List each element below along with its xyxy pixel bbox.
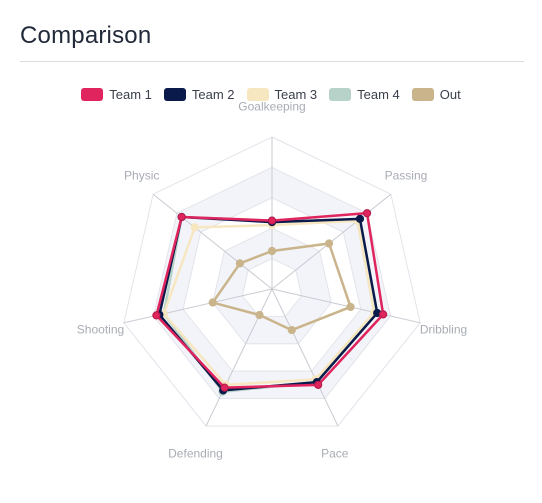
axis-label-goalkeeping: Goalkeeping xyxy=(238,100,305,114)
legend-swatch xyxy=(246,88,269,101)
series-line-out xyxy=(211,242,352,332)
data-point-team-2-passing xyxy=(355,214,365,223)
axis-label-dribbling: Dribbling xyxy=(420,323,467,337)
legend-item-team-2[interactable]: Team 2 xyxy=(163,87,235,102)
grid-spoke xyxy=(271,288,339,427)
legend-item-out[interactable]: Out xyxy=(411,87,461,102)
legend-swatch xyxy=(411,88,434,101)
data-point-team-1-shooting xyxy=(152,311,161,320)
axis-label-physic: Physic xyxy=(124,168,159,182)
data-point-team-1-dribbling xyxy=(379,310,388,319)
data-point-team-3-physic xyxy=(190,223,199,232)
chart-legend: Team 1 Team 2 Team 3 Team 4 Out xyxy=(0,87,542,102)
data-point-out-physic xyxy=(235,259,245,268)
legend-swatch xyxy=(163,88,186,101)
grid-spoke xyxy=(271,288,421,324)
data-point-team-1-pace xyxy=(314,380,323,389)
legend-item-team-3[interactable]: Team 3 xyxy=(246,87,318,102)
legend-label: Team 1 xyxy=(109,87,152,102)
grid-spoke xyxy=(152,193,273,290)
legend-item-team-4[interactable]: Team 4 xyxy=(329,87,400,102)
data-point-team-1-physic xyxy=(177,212,186,222)
data-point-out-passing xyxy=(324,239,334,248)
data-point-out-goalkeeping xyxy=(267,246,277,256)
legend-swatch xyxy=(329,88,352,101)
data-point-out-pace xyxy=(287,325,296,335)
grid-spoke xyxy=(123,288,273,324)
data-point-out-dribbling xyxy=(346,302,355,312)
title-divider xyxy=(20,61,524,62)
series-line-team-3 xyxy=(162,219,376,387)
legend-label: Out xyxy=(439,87,461,102)
data-point-team-1-passing xyxy=(362,209,372,218)
axis-label-defending: Defending xyxy=(168,446,223,460)
axis-label-shooting: Shooting xyxy=(77,323,124,337)
legend-swatch xyxy=(81,88,104,101)
page-title: Comparison xyxy=(20,22,152,49)
data-point-team-1-goalkeeping xyxy=(267,216,277,225)
axis-label-pace: Pace xyxy=(321,446,349,460)
data-point-out-shooting xyxy=(208,298,217,307)
data-point-out-defending xyxy=(255,310,264,320)
data-point-team-1-defending xyxy=(220,383,229,392)
legend-label: Team 2 xyxy=(191,87,235,102)
legend-label: Team 4 xyxy=(357,87,400,102)
axis-label-passing: Passing xyxy=(385,168,428,182)
legend-item-team-1[interactable]: Team 1 xyxy=(81,87,152,102)
legend-label: Team 3 xyxy=(274,87,318,102)
series-line-team-1 xyxy=(155,211,385,389)
